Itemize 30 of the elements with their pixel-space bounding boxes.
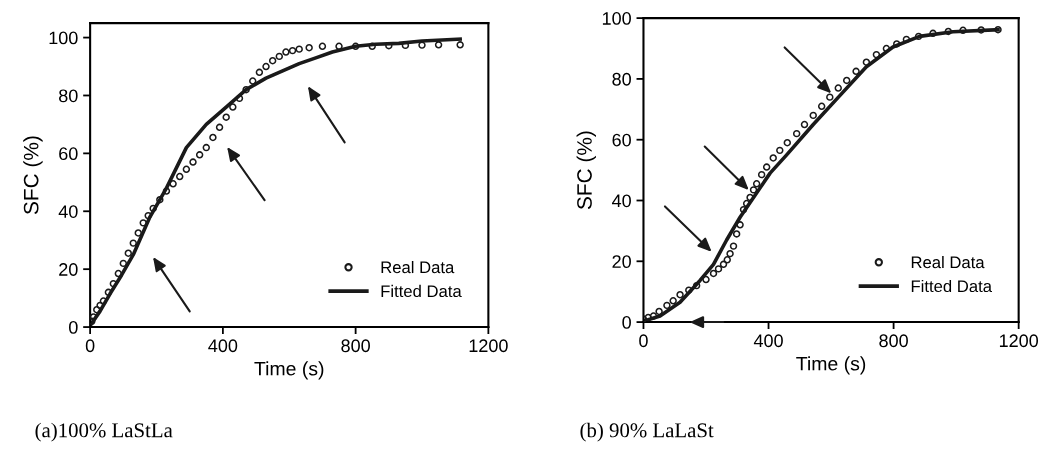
text: (b) 90% LaLaSt — [580, 422, 714, 442]
y-tick-label: 20 — [59, 263, 78, 276]
y-axis-title: SFC (%) — [23, 136, 43, 215]
x-tick-label: 0 — [639, 334, 648, 348]
legend-label: Fitted Data — [381, 284, 462, 298]
y-tick-label: 40 — [612, 194, 631, 208]
x-tick-label: 400 — [208, 339, 238, 353]
y-axis-title: SFC (%) — [576, 131, 596, 210]
y-tick-label: 40 — [58, 205, 78, 218]
y-tick-label: 20 — [612, 255, 631, 269]
y-tick-label: 80 — [59, 89, 78, 103]
x-tick-label: 800 — [341, 339, 370, 353]
legend-label: Real Data — [911, 256, 985, 269]
x-tick-label: 0 — [85, 339, 95, 353]
y-tick-label: 80 — [612, 72, 631, 86]
y-tick-label: 60 — [612, 133, 631, 147]
y-tick-label: 0 — [622, 316, 631, 329]
y-tick-label: 100 — [602, 12, 631, 25]
y-tick-label: 60 — [59, 147, 78, 161]
x-axis-title: Time (s) — [254, 361, 324, 380]
x-tick-label: 1200 — [469, 339, 508, 353]
text: (a)100% LaStLa — [35, 422, 173, 442]
x-tick-label: 1200 — [999, 334, 1039, 348]
x-tick-label: 800 — [879, 334, 908, 348]
y-tick-label: 100 — [49, 31, 78, 45]
legend-label: Fitted Data — [911, 279, 992, 293]
x-tick-label: 400 — [753, 334, 783, 348]
legend-label: Real Data — [381, 260, 455, 274]
x-axis-title: Time (s) — [796, 356, 866, 375]
y-tick-label: 0 — [68, 321, 78, 334]
